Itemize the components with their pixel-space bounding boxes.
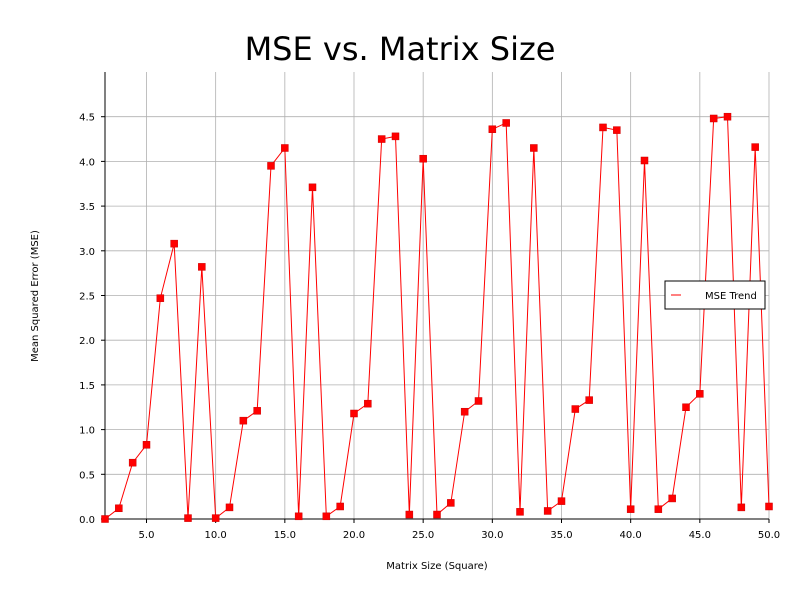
data-point: [211, 514, 220, 522]
data-point: [765, 502, 773, 511]
x-tick-label: 35.0: [550, 530, 572, 541]
x-tick-label: 20.0: [343, 530, 365, 541]
data-point: [585, 396, 593, 404]
data-point: [433, 510, 441, 519]
series-line: [104, 116, 770, 520]
y-tick-label: 4.5: [79, 113, 95, 124]
x-tick-label: 30.0: [481, 530, 503, 541]
y-tick-label: 4.0: [79, 157, 95, 168]
x-tick-label: 25.0: [412, 530, 434, 541]
data-point: [239, 416, 248, 425]
y-tick-label: 2.5: [79, 292, 95, 303]
data-point: [737, 503, 746, 512]
data-point: [488, 125, 497, 133]
data-point: [640, 156, 649, 165]
data-point: [322, 512, 331, 521]
data-point: [751, 143, 759, 151]
legend-box: [664, 280, 766, 310]
data-point: [350, 409, 358, 418]
data-point: [668, 494, 676, 503]
data-point: [516, 508, 524, 516]
y-tick-label: 1.0: [79, 426, 95, 437]
data-point: [101, 515, 109, 523]
data-point: [267, 162, 275, 170]
data-point: [543, 507, 552, 515]
data-point: [405, 510, 414, 519]
legend-label: MSE Trend: [705, 291, 757, 302]
data-point: [364, 399, 372, 408]
y-tick-label: 3.0: [79, 247, 95, 258]
data-point: [225, 503, 234, 512]
series-layer: [101, 112, 773, 523]
data-point: [294, 512, 303, 521]
y-tick-label: 1.5: [79, 381, 95, 392]
data-point: [709, 114, 718, 123]
x-tick-label: 50.0: [758, 530, 780, 541]
ticks-layer: 5.0 10.0 15.0 20.0 25.0 30.0 35.0 40.0 45.0 50.0 0…: [79, 113, 780, 541]
x-tick-label: 15.0: [274, 530, 296, 541]
data-point: [391, 132, 400, 141]
x-axis-label: Matrix Size (Square): [386, 561, 487, 572]
data-point: [170, 239, 178, 248]
data-point: [184, 514, 192, 522]
y-axis-label: Mean Squared Error (MSE): [30, 230, 41, 362]
x-tick-label: 10.0: [205, 530, 227, 541]
data-point: [128, 458, 137, 467]
y-tick-label: 2.0: [79, 336, 95, 347]
data-point: [723, 112, 732, 121]
y-tick-label: 3.5: [79, 202, 95, 213]
data-point: [281, 144, 289, 152]
data-point: [142, 441, 151, 449]
y-tick-label: 0.0: [79, 515, 95, 526]
data-point: [377, 135, 386, 143]
data-point: [198, 263, 206, 271]
data-point: [115, 504, 123, 513]
data-point: [557, 497, 566, 505]
data-point: [682, 403, 690, 411]
data-point: [253, 407, 261, 415]
data-point: [654, 505, 663, 513]
legend: MSE Trend: [664, 280, 766, 310]
x-tick-label: 40.0: [620, 530, 642, 541]
x-tick-label: 45.0: [689, 530, 711, 541]
x-tick-label: 5.0: [139, 530, 155, 541]
y-tick-label: 0.5: [79, 470, 95, 481]
data-point: [419, 154, 427, 163]
data-point: [308, 183, 317, 192]
data-point: [626, 505, 635, 513]
data-point: [474, 397, 483, 405]
data-point: [502, 119, 510, 127]
data-point: [460, 407, 469, 416]
data-point: [336, 502, 344, 511]
data-point: [530, 144, 538, 152]
data-point: [156, 294, 165, 302]
data-point: [599, 123, 607, 132]
data-point: [696, 390, 704, 398]
data-point: [613, 126, 621, 134]
data-point: [447, 499, 455, 507]
chart-title: MSE vs. Matrix Size: [245, 30, 556, 68]
data-point: [571, 405, 580, 413]
